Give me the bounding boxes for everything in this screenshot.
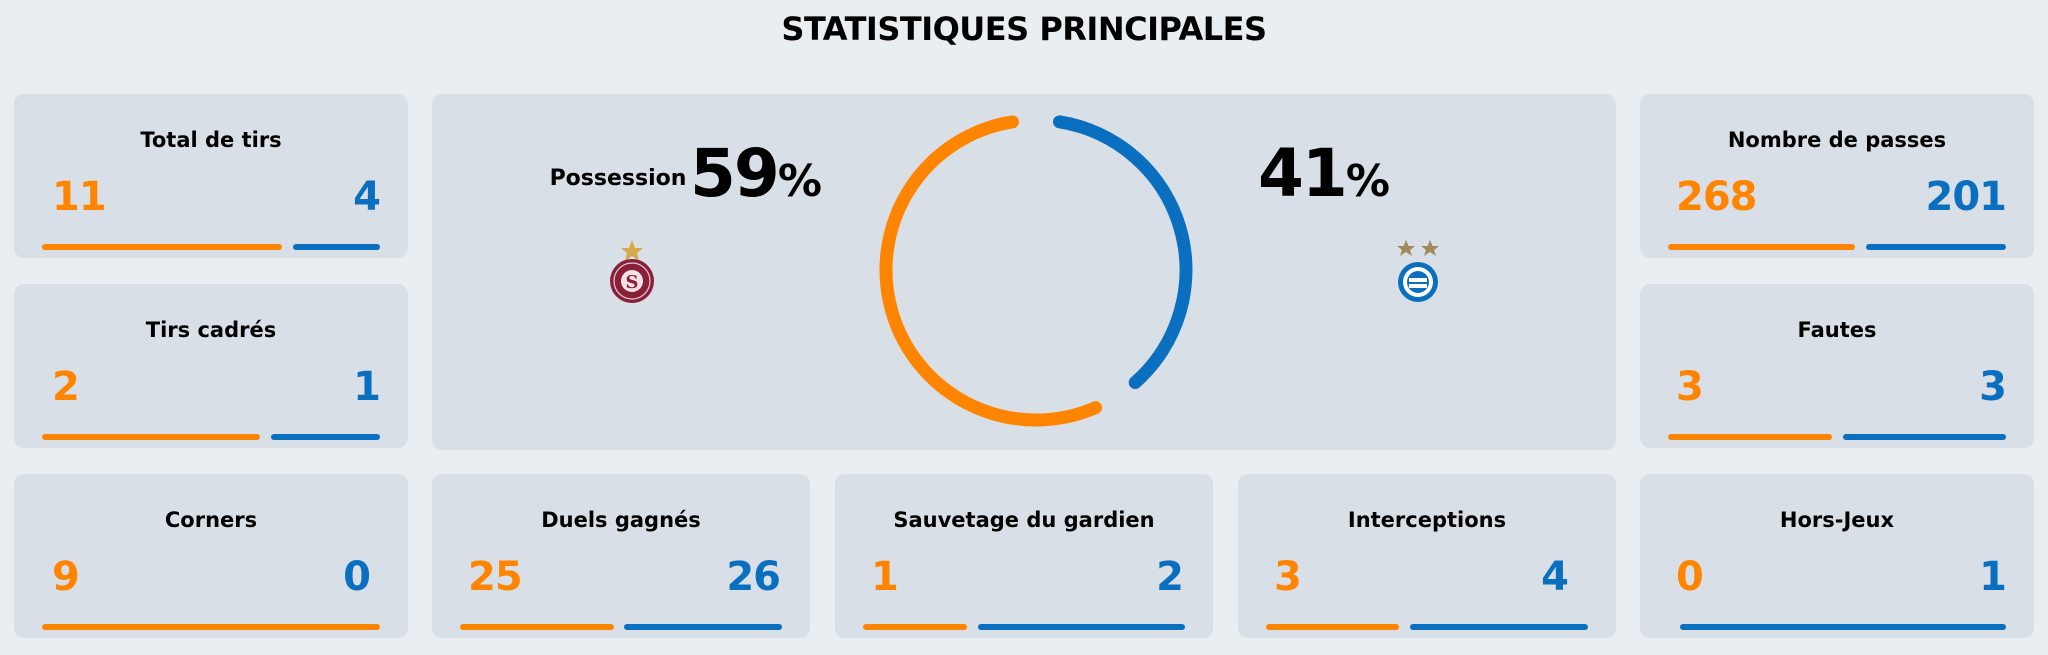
stat-card-total-shots: Total de tirs 11 4 bbox=[14, 94, 408, 258]
away-value: 1 bbox=[353, 364, 381, 410]
away-bar bbox=[271, 434, 380, 440]
away-bar bbox=[1866, 244, 2006, 250]
svg-text:S: S bbox=[626, 272, 639, 293]
percent-sign: % bbox=[1345, 156, 1390, 207]
away-bar bbox=[1680, 624, 2006, 630]
home-value: 3 bbox=[1274, 554, 1302, 600]
home-bar bbox=[42, 244, 282, 250]
away-value: 4 bbox=[1541, 554, 1569, 600]
grasshopper-club-crest-icon bbox=[1390, 238, 1446, 308]
servette-fc-crest-icon: S bbox=[608, 238, 656, 308]
home-bar bbox=[42, 434, 260, 440]
stat-card-passes: Nombre de passes 268 201 bbox=[1640, 94, 2034, 258]
away-value: 4 bbox=[353, 174, 381, 220]
away-value: 0 bbox=[343, 554, 371, 600]
home-bar bbox=[1266, 624, 1399, 630]
possession-donut-chart bbox=[879, 115, 1193, 427]
home-bar bbox=[1668, 434, 1832, 440]
home-value: 2 bbox=[52, 364, 80, 410]
away-possession-value: 41% bbox=[1258, 135, 1390, 212]
stat-label: Hors-Jeux bbox=[1779, 508, 1895, 532]
stat-label: Total de tirs bbox=[140, 128, 282, 152]
home-bar bbox=[460, 624, 614, 630]
home-value: 25 bbox=[468, 554, 523, 600]
stat-card-interceptions: Interceptions 3 4 bbox=[1238, 474, 1616, 638]
possession-label: Possession bbox=[549, 166, 687, 191]
away-value: 1 bbox=[1979, 554, 2007, 600]
away-bar bbox=[293, 244, 380, 250]
away-value: 26 bbox=[726, 554, 781, 600]
away-value: 201 bbox=[1925, 174, 2007, 220]
stat-card-goalkeeper-saves: Sauvetage du gardien 1 2 bbox=[835, 474, 1213, 638]
percent-sign: % bbox=[777, 156, 822, 207]
away-possession-number: 41 bbox=[1258, 135, 1348, 212]
away-value: 2 bbox=[1156, 554, 1184, 600]
home-bar bbox=[1668, 244, 1855, 250]
home-bar bbox=[42, 624, 380, 630]
away-bar bbox=[1843, 434, 2006, 440]
away-bar bbox=[624, 624, 782, 630]
stat-card-duels-won: Duels gagnés 25 26 bbox=[432, 474, 810, 638]
away-value: 3 bbox=[1979, 364, 2007, 410]
home-value: 9 bbox=[52, 554, 80, 600]
stat-label: Duels gagnés bbox=[541, 508, 701, 532]
stat-label: Sauvetage du gardien bbox=[893, 508, 1155, 532]
home-value: 3 bbox=[1676, 364, 1704, 410]
stat-label: Corners bbox=[164, 508, 258, 532]
stat-label: Nombre de passes bbox=[1727, 128, 1947, 152]
stat-card-offsides: Hors-Jeux 0 1 bbox=[1640, 474, 2034, 638]
home-possession-number: 59 bbox=[690, 135, 780, 212]
home-value: 1 bbox=[871, 554, 899, 600]
home-value: 268 bbox=[1676, 174, 1757, 220]
home-possession-value: 59% bbox=[690, 135, 822, 212]
home-value: 11 bbox=[52, 174, 107, 220]
stat-label: Tirs cadrés bbox=[145, 318, 277, 342]
page-title: STATISTIQUES PRINCIPALES bbox=[781, 10, 1267, 48]
home-value: 0 bbox=[1676, 554, 1704, 600]
stat-label: Fautes bbox=[1797, 318, 1877, 342]
possession-arc-home bbox=[879, 115, 1103, 427]
stat-card-shots-on-target: Tirs cadrés 2 1 bbox=[14, 284, 408, 448]
stat-label: Interceptions bbox=[1347, 508, 1507, 532]
possession-arc-away bbox=[1052, 115, 1193, 390]
away-bar bbox=[1410, 624, 1588, 630]
home-bar bbox=[863, 624, 967, 630]
away-bar bbox=[978, 624, 1185, 630]
stat-card-fouls: Fautes 3 3 bbox=[1640, 284, 2034, 448]
stat-card-corners: Corners 9 0 bbox=[14, 474, 408, 638]
